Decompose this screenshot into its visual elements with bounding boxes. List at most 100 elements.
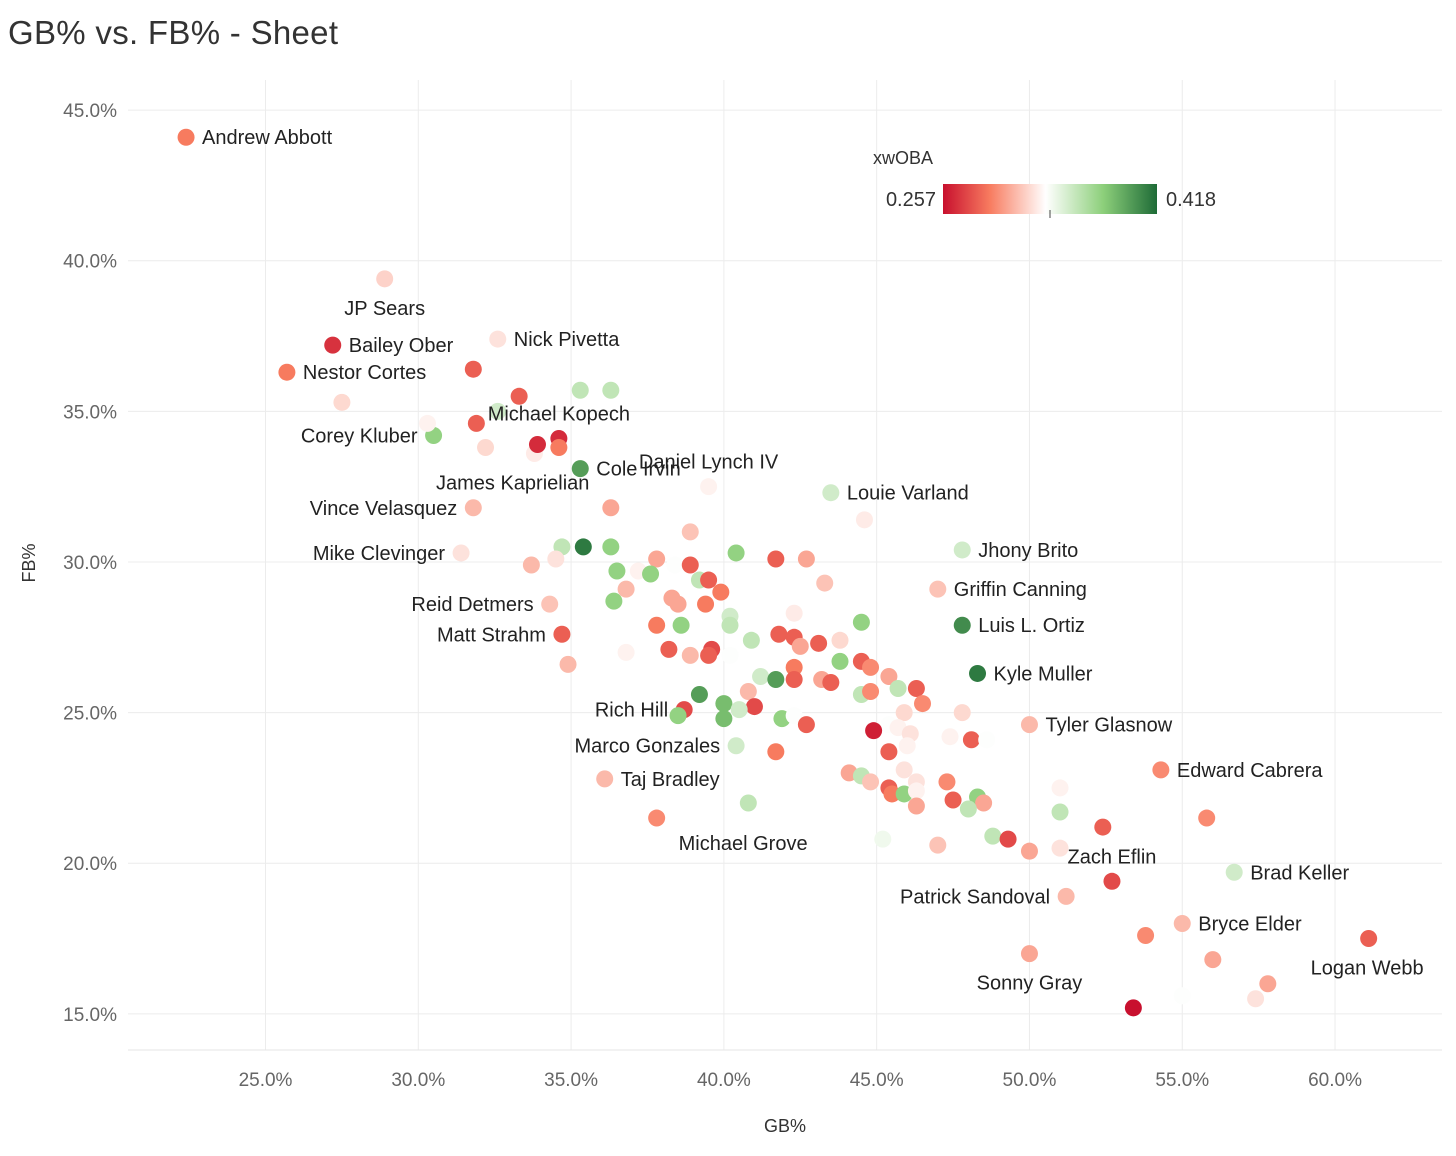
data-point[interactable] [700,478,718,496]
data-point[interactable] [889,680,907,698]
data-point[interactable] [489,330,507,348]
data-point[interactable] [880,743,898,761]
data-point[interactable] [1124,999,1142,1017]
data-point[interactable] [855,511,873,529]
data-point[interactable] [895,704,913,722]
data-point[interactable] [767,743,785,761]
data-point[interactable] [700,571,718,589]
data-point[interactable] [1020,716,1038,734]
data-point[interactable] [1057,887,1075,905]
data-point[interactable] [681,523,699,541]
data-point[interactable] [617,580,635,598]
data-point[interactable] [941,728,959,746]
data-point[interactable] [739,683,757,701]
data-point[interactable] [528,436,546,454]
data-point[interactable] [648,809,666,827]
data-point[interactable] [727,737,745,755]
data-point[interactable] [1259,975,1277,993]
data-point[interactable] [681,646,699,664]
data-point[interactable] [907,797,925,815]
data-point[interactable] [852,613,870,631]
data-point[interactable] [1051,839,1069,857]
data-point[interactable] [999,830,1017,848]
data-point[interactable] [333,393,351,411]
data-point[interactable] [969,664,987,682]
data-point[interactable] [914,695,932,713]
data-point[interactable] [571,381,589,399]
data-point[interactable] [1094,818,1112,836]
data-point[interactable] [721,616,739,634]
data-point[interactable] [559,655,577,673]
data-point[interactable] [721,646,739,664]
data-point[interactable] [1152,761,1170,779]
data-point[interactable] [690,686,708,704]
data-point[interactable] [1103,872,1121,890]
data-point[interactable] [1051,779,1069,797]
data-point[interactable] [648,616,666,634]
data-point[interactable] [791,637,809,655]
data-point[interactable] [745,698,763,716]
data-point[interactable] [944,791,962,809]
data-point[interactable] [648,550,666,568]
data-point[interactable] [898,737,916,755]
data-point[interactable] [822,673,840,691]
data-point[interactable] [907,782,925,800]
data-point[interactable] [907,680,925,698]
data-point[interactable] [660,640,678,658]
data-point[interactable] [1137,927,1155,945]
data-point[interactable] [727,544,745,562]
data-point[interactable] [929,836,947,854]
data-point[interactable] [831,631,849,649]
data-point[interactable] [669,707,687,725]
data-point[interactable] [467,414,485,432]
data-point[interactable] [1225,863,1243,881]
data-point[interactable] [770,625,788,643]
data-point[interactable] [1360,930,1378,948]
data-point[interactable] [715,695,733,713]
data-point[interactable] [816,574,834,592]
data-point[interactable] [418,414,436,432]
data-point[interactable] [797,716,815,734]
data-point[interactable] [752,667,770,685]
data-point[interactable] [767,670,785,688]
data-point[interactable] [865,722,883,740]
data-point[interactable] [1204,951,1222,969]
data-point[interactable] [672,616,690,634]
data-point[interactable] [797,550,815,568]
data-point[interactable] [547,550,565,568]
data-point[interactable] [984,827,1002,845]
data-point[interactable] [831,652,849,670]
data-point[interactable] [681,556,699,574]
data-point[interactable] [810,634,828,652]
data-point[interactable] [669,595,687,613]
data-point[interactable] [1198,809,1216,827]
data-point[interactable] [464,360,482,378]
data-point[interactable] [278,363,296,381]
data-point[interactable] [767,550,785,568]
data-point[interactable] [1247,990,1265,1008]
data-point[interactable] [883,785,901,803]
data-point[interactable] [602,538,620,556]
data-point[interactable] [978,731,996,749]
data-point[interactable] [785,604,803,622]
data-point[interactable] [880,667,898,685]
data-point[interactable] [938,773,956,791]
data-point[interactable] [785,670,803,688]
data-point[interactable] [571,460,589,478]
data-point[interactable] [177,128,195,146]
data-point[interactable] [605,592,623,610]
data-point[interactable] [739,794,757,812]
data-point[interactable] [452,544,470,562]
data-point[interactable] [862,683,880,701]
data-point[interactable] [376,270,394,288]
data-point[interactable] [822,484,840,502]
data-point[interactable] [1173,914,1191,932]
data-point[interactable] [602,381,620,399]
data-point[interactable] [553,625,571,643]
data-point[interactable] [1173,987,1191,1005]
data-point[interactable] [666,556,684,574]
data-point[interactable] [715,710,733,728]
data-point[interactable] [730,701,748,719]
data-point[interactable] [596,770,614,788]
data-point[interactable] [602,499,620,517]
